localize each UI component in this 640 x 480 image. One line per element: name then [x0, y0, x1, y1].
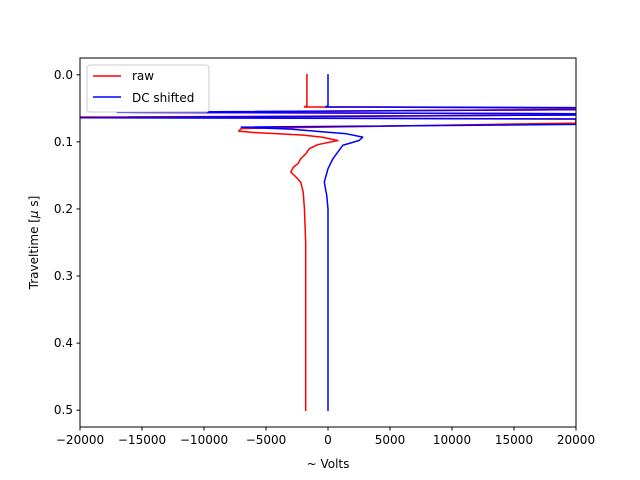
y-axis-title-prefix: Traveltime [ — [27, 218, 41, 290]
y-tick-label: 0.5 — [54, 403, 73, 417]
legend-label-dc-shifted: DC shifted — [132, 91, 194, 105]
y-axis: 0.0 0.1 0.2 0.3 0.4 0.5 — [54, 68, 80, 417]
x-tick-label: 0 — [324, 433, 332, 447]
x-tick-label: 10000 — [433, 433, 471, 447]
legend-label-raw: raw — [132, 69, 154, 83]
x-tick-label: −5000 — [246, 433, 287, 447]
series-line-raw — [80, 74, 576, 411]
legend: raw DC shifted — [86, 64, 210, 113]
x-axis: −20000 −15000 −10000 −5000 0 5000 10000 15000 20… — [56, 427, 595, 447]
y-tick-label: 0.3 — [54, 269, 73, 283]
x-tick-label: 20000 — [557, 433, 595, 447]
y-axis-title: Traveltime [μ s] — [27, 196, 41, 291]
y-tick-label: 0.4 — [54, 336, 73, 350]
series-line-dc-shifted — [80, 74, 576, 411]
x-axis-title: ~ Volts — [307, 457, 350, 471]
x-tick-label: −10000 — [180, 433, 228, 447]
series-layer — [80, 74, 576, 411]
x-tick-label: −20000 — [56, 433, 104, 447]
y-axis-title-mu: μ — [27, 210, 41, 219]
y-axis-title-suffix: s] — [27, 196, 41, 211]
y-tick-label: 0.1 — [54, 135, 73, 149]
x-tick-label: 15000 — [495, 433, 533, 447]
y-tick-label: 0.2 — [54, 202, 73, 216]
x-tick-label: −15000 — [118, 433, 166, 447]
y-tick-label: 0.0 — [54, 68, 73, 82]
x-tick-label: 5000 — [375, 433, 406, 447]
